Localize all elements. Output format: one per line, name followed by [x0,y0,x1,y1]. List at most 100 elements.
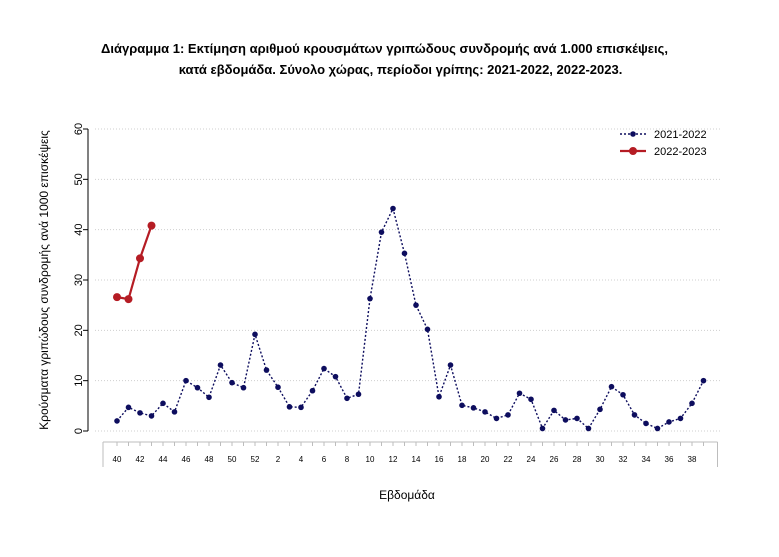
x-tick-label-12: 12 [389,455,398,464]
x-tick-label-4: 4 [299,455,304,464]
data-point-2021-2022-18 [459,402,465,409]
data-point-2021-2022-41 [125,404,132,411]
data-point-2021-2022-28 [574,415,580,422]
x-tick-label-26: 26 [550,455,559,464]
data-point-2021-2022-2 [275,384,281,391]
data-point-2021-2022-44 [160,400,166,407]
y-tick-label-40: 40 [73,224,85,236]
data-point-2021-2022-9 [355,391,362,398]
data-point-2021-2022-32 [620,391,626,398]
legend: 2021-2022 2022-2023 [620,129,707,158]
x-tick-label-24: 24 [527,455,536,464]
x-tick-label-20: 20 [481,455,490,464]
y-tick-label-50: 50 [73,173,85,185]
x-axis-label: Εβδομάδα [379,488,435,502]
series-line-2021-2022 [116,206,705,431]
x-tick-label-36: 36 [665,455,674,464]
legend-marker-2021-2022 [630,131,636,137]
data-point-2021-2022-46 [183,377,189,384]
data-point-2021-2022-47 [194,384,201,391]
x-tick-label-42: 42 [136,455,145,464]
data-point-2022-2023-42 [136,254,144,263]
y-tick-label-30: 30 [73,274,85,286]
x-tick-label-48: 48 [205,455,214,464]
data-point-2021-2022-12 [390,205,396,212]
chart-title-line-1: Διάγραμμα 1: Εκτίμηση αριθμού κρουσμάτων… [101,41,668,56]
legend-label-2021-2022: 2021-2022 [654,129,707,141]
data-point-2021-2022-40 [114,418,120,424]
data-point-2021-2022-14 [413,302,419,308]
x-tick-label-18: 18 [458,455,467,464]
x-axis: 40 42 44 46 48 50 52 2 4 6 8 10 12 14 16 18 20 22 24 26 28 30… [102,441,718,467]
y-axis-label: Κρούσματα γριπώδους συνδρομής ανά 1000 ε… [37,130,51,430]
y-tick-label-0: 0 [73,428,85,434]
data-point-2021-2022-21 [493,415,500,422]
data-point-2021-2022-5 [309,387,316,394]
data-point-2021-2022-13 [401,250,408,257]
data-point-2021-2022-1 [263,367,270,373]
data-point-2022-2023-41 [124,295,133,304]
x-tick-label-46: 46 [182,455,191,464]
data-point-2021-2022-25 [539,425,546,432]
data-point-2022-2023-40 [113,293,121,302]
data-point-2021-2022-48 [206,394,212,401]
x-tick-label-10: 10 [366,455,375,464]
data-point-2021-2022-8 [344,395,350,402]
data-point-2021-2022-17 [447,362,454,368]
data-point-2021-2022-10 [367,295,373,302]
data-point-2021-2022-30 [597,406,603,413]
x-tick-label-32: 32 [619,455,628,464]
data-point-2021-2022-50 [229,379,235,386]
data-point-2021-2022-43 [148,413,155,419]
data-point-2021-2022-36 [666,419,672,425]
data-point-2021-2022-19 [470,405,477,411]
data-point-2021-2022-22 [505,412,511,418]
y-tick-label-10: 10 [73,375,85,387]
x-tick-label-2: 2 [276,455,281,464]
data-point-2021-2022-42 [137,410,143,416]
x-tick-label-44: 44 [159,455,168,464]
data-point-2021-2022-34 [643,420,649,427]
data-point-2021-2022-11 [378,229,385,235]
data-point-2021-2022-16 [436,393,442,400]
x-tick-label-8: 8 [345,455,350,464]
series-layer [113,205,707,432]
data-point-2021-2022-15 [424,326,431,333]
x-tick-label-22: 22 [504,455,513,464]
data-point-2021-2022-33 [631,412,638,418]
data-point-2021-2022-39 [700,377,707,384]
x-tick-label-34: 34 [642,455,651,464]
data-point-2021-2022-6 [321,365,327,372]
x-tick-label-40: 40 [113,455,122,464]
data-point-2022-2023-43 [147,221,156,230]
grid-lines [95,128,722,432]
chart-title-line-2: κατά εβδομάδα. Σύνολο χώρας, περίοδοι γρ… [178,62,623,77]
x-tick-label-14: 14 [412,455,421,464]
data-point-2021-2022-4 [298,404,304,411]
data-point-2021-2022-3 [286,404,293,410]
y-tick-label-60: 60 [73,123,85,135]
data-point-2021-2022-7 [332,373,339,380]
data-point-2021-2022-23 [516,390,523,397]
data-point-2021-2022-20 [482,409,488,415]
data-point-2021-2022-24 [528,396,534,403]
legend-marker-2022-2023 [629,147,637,155]
data-point-2021-2022-45 [171,409,178,415]
x-tick-label-50: 50 [228,455,237,464]
y-axis: 0 10 20 30 40 50 60 [73,123,89,434]
data-point-2021-2022-26 [551,407,557,414]
data-point-2021-2022-49 [217,362,224,368]
x-tick-label-38: 38 [688,455,697,464]
series-line-2022-2023 [116,225,153,301]
legend-label-2022-2023: 2022-2023 [654,146,707,158]
x-tick-label-28: 28 [573,455,582,464]
data-point-2021-2022-38 [689,400,695,407]
data-point-2021-2022-51 [240,384,247,391]
chart-title: Διάγραμμα 1: Εκτίμηση αριθμού κρουσμάτων… [0,38,779,80]
x-tick-label-30: 30 [596,455,605,464]
data-point-2021-2022-35 [654,425,661,432]
y-tick-label-20: 20 [73,324,85,336]
data-point-2021-2022-52 [252,331,258,338]
data-point-2021-2022-37 [677,415,684,422]
